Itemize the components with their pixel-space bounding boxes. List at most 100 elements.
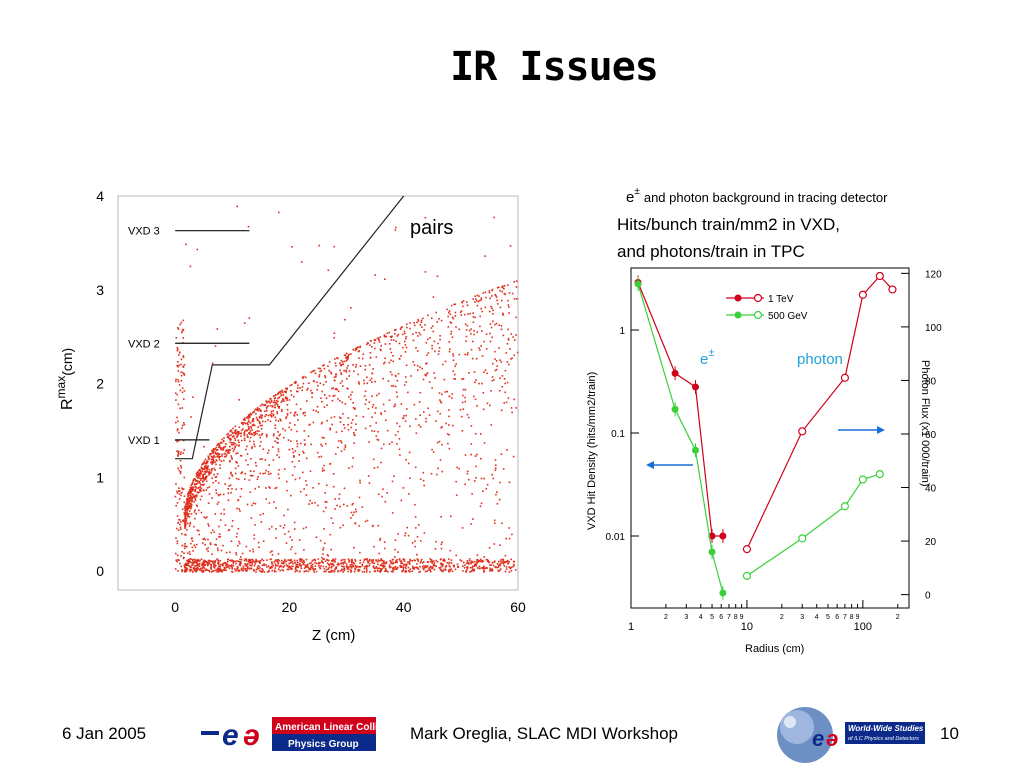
pair-point <box>246 434 249 436</box>
pair-point <box>218 536 220 538</box>
pair-point <box>460 415 463 418</box>
pair-point <box>305 494 308 496</box>
pair-point <box>276 560 278 563</box>
pair-point <box>382 566 385 569</box>
pair-point <box>182 356 185 358</box>
pair-point <box>249 559 252 561</box>
pair-point <box>327 563 330 566</box>
pair-point <box>194 490 196 492</box>
pair-point <box>404 351 407 353</box>
pair-point <box>404 376 407 378</box>
pair-point <box>394 539 397 541</box>
pair-point <box>286 480 288 483</box>
pair-point <box>391 480 394 483</box>
pair-point <box>476 453 478 456</box>
pair-point <box>369 340 372 342</box>
pair-point <box>290 494 292 497</box>
pair-point <box>381 559 384 562</box>
pair-point <box>515 407 517 409</box>
pair-point <box>492 477 494 480</box>
pair-point <box>278 559 281 562</box>
pair-point <box>223 567 226 569</box>
pair-point <box>408 563 411 565</box>
pair-point <box>328 361 331 363</box>
pair-point <box>210 568 213 570</box>
pair-point <box>290 558 292 561</box>
pair-point <box>261 570 264 573</box>
pair-point <box>204 538 207 541</box>
pair-point <box>177 361 179 363</box>
pair-point <box>175 504 177 507</box>
pair-point <box>315 410 317 412</box>
pair-point <box>333 415 336 418</box>
pair-point <box>264 459 267 461</box>
pair-point <box>379 569 382 572</box>
pair-point <box>419 366 421 368</box>
pair-point <box>189 498 192 500</box>
pair-point <box>350 353 352 355</box>
pair-point <box>420 319 423 322</box>
pair-point <box>199 472 202 474</box>
pair-point <box>484 255 486 257</box>
pair-point <box>202 474 204 477</box>
pair-point <box>439 338 441 341</box>
pair-point <box>238 444 240 447</box>
pair-point <box>234 568 236 570</box>
pair-point <box>358 350 361 352</box>
pair-point <box>176 450 178 452</box>
pair-point <box>508 306 510 308</box>
pair-point <box>395 340 397 343</box>
pair-point <box>419 561 422 564</box>
pair-point <box>189 561 192 563</box>
pair-point <box>218 568 220 570</box>
pair-point <box>304 414 306 417</box>
pair-point <box>187 492 190 495</box>
pair-point <box>177 327 179 329</box>
pair-point <box>187 497 189 500</box>
pair-point <box>507 299 509 302</box>
pair-point <box>346 565 349 568</box>
pair-point <box>205 489 208 491</box>
pair-point <box>175 378 177 381</box>
pair-point <box>378 341 381 343</box>
pair-point <box>341 401 344 404</box>
beampipe-profile-line <box>175 195 405 460</box>
pair-point <box>191 500 193 502</box>
pair-point <box>183 501 186 504</box>
pair-point <box>419 333 422 336</box>
pair-point <box>249 430 252 432</box>
pair-point <box>274 397 277 399</box>
pair-point <box>329 427 331 429</box>
pair-point <box>186 509 188 512</box>
pair-point <box>371 346 373 348</box>
pair-point <box>406 326 408 329</box>
pair-point <box>480 307 482 310</box>
svg-text:ə: ə <box>243 719 260 752</box>
pair-point <box>214 564 216 566</box>
pair-point <box>343 427 346 429</box>
pair-point <box>200 558 203 560</box>
pair-point <box>181 387 184 389</box>
pair-point <box>196 472 198 474</box>
pair-point <box>296 559 298 562</box>
pair-point <box>448 568 451 571</box>
pair-point <box>180 358 183 361</box>
pair-point <box>361 564 364 567</box>
pair-point <box>291 246 293 248</box>
pair-point <box>372 368 374 370</box>
pair-point <box>198 568 201 571</box>
pair-point <box>515 316 517 319</box>
pair-point <box>439 335 441 337</box>
pair-point <box>230 472 232 475</box>
pair-point <box>434 377 436 379</box>
pair-point <box>302 412 304 415</box>
pair-point <box>305 457 308 460</box>
pair-point <box>340 450 343 452</box>
series-point <box>798 427 807 436</box>
pair-point <box>505 566 508 568</box>
pair-point <box>304 443 306 445</box>
pair-point <box>225 566 228 568</box>
pair-point <box>175 483 177 485</box>
pair-point <box>395 226 397 229</box>
pair-point <box>339 362 341 364</box>
